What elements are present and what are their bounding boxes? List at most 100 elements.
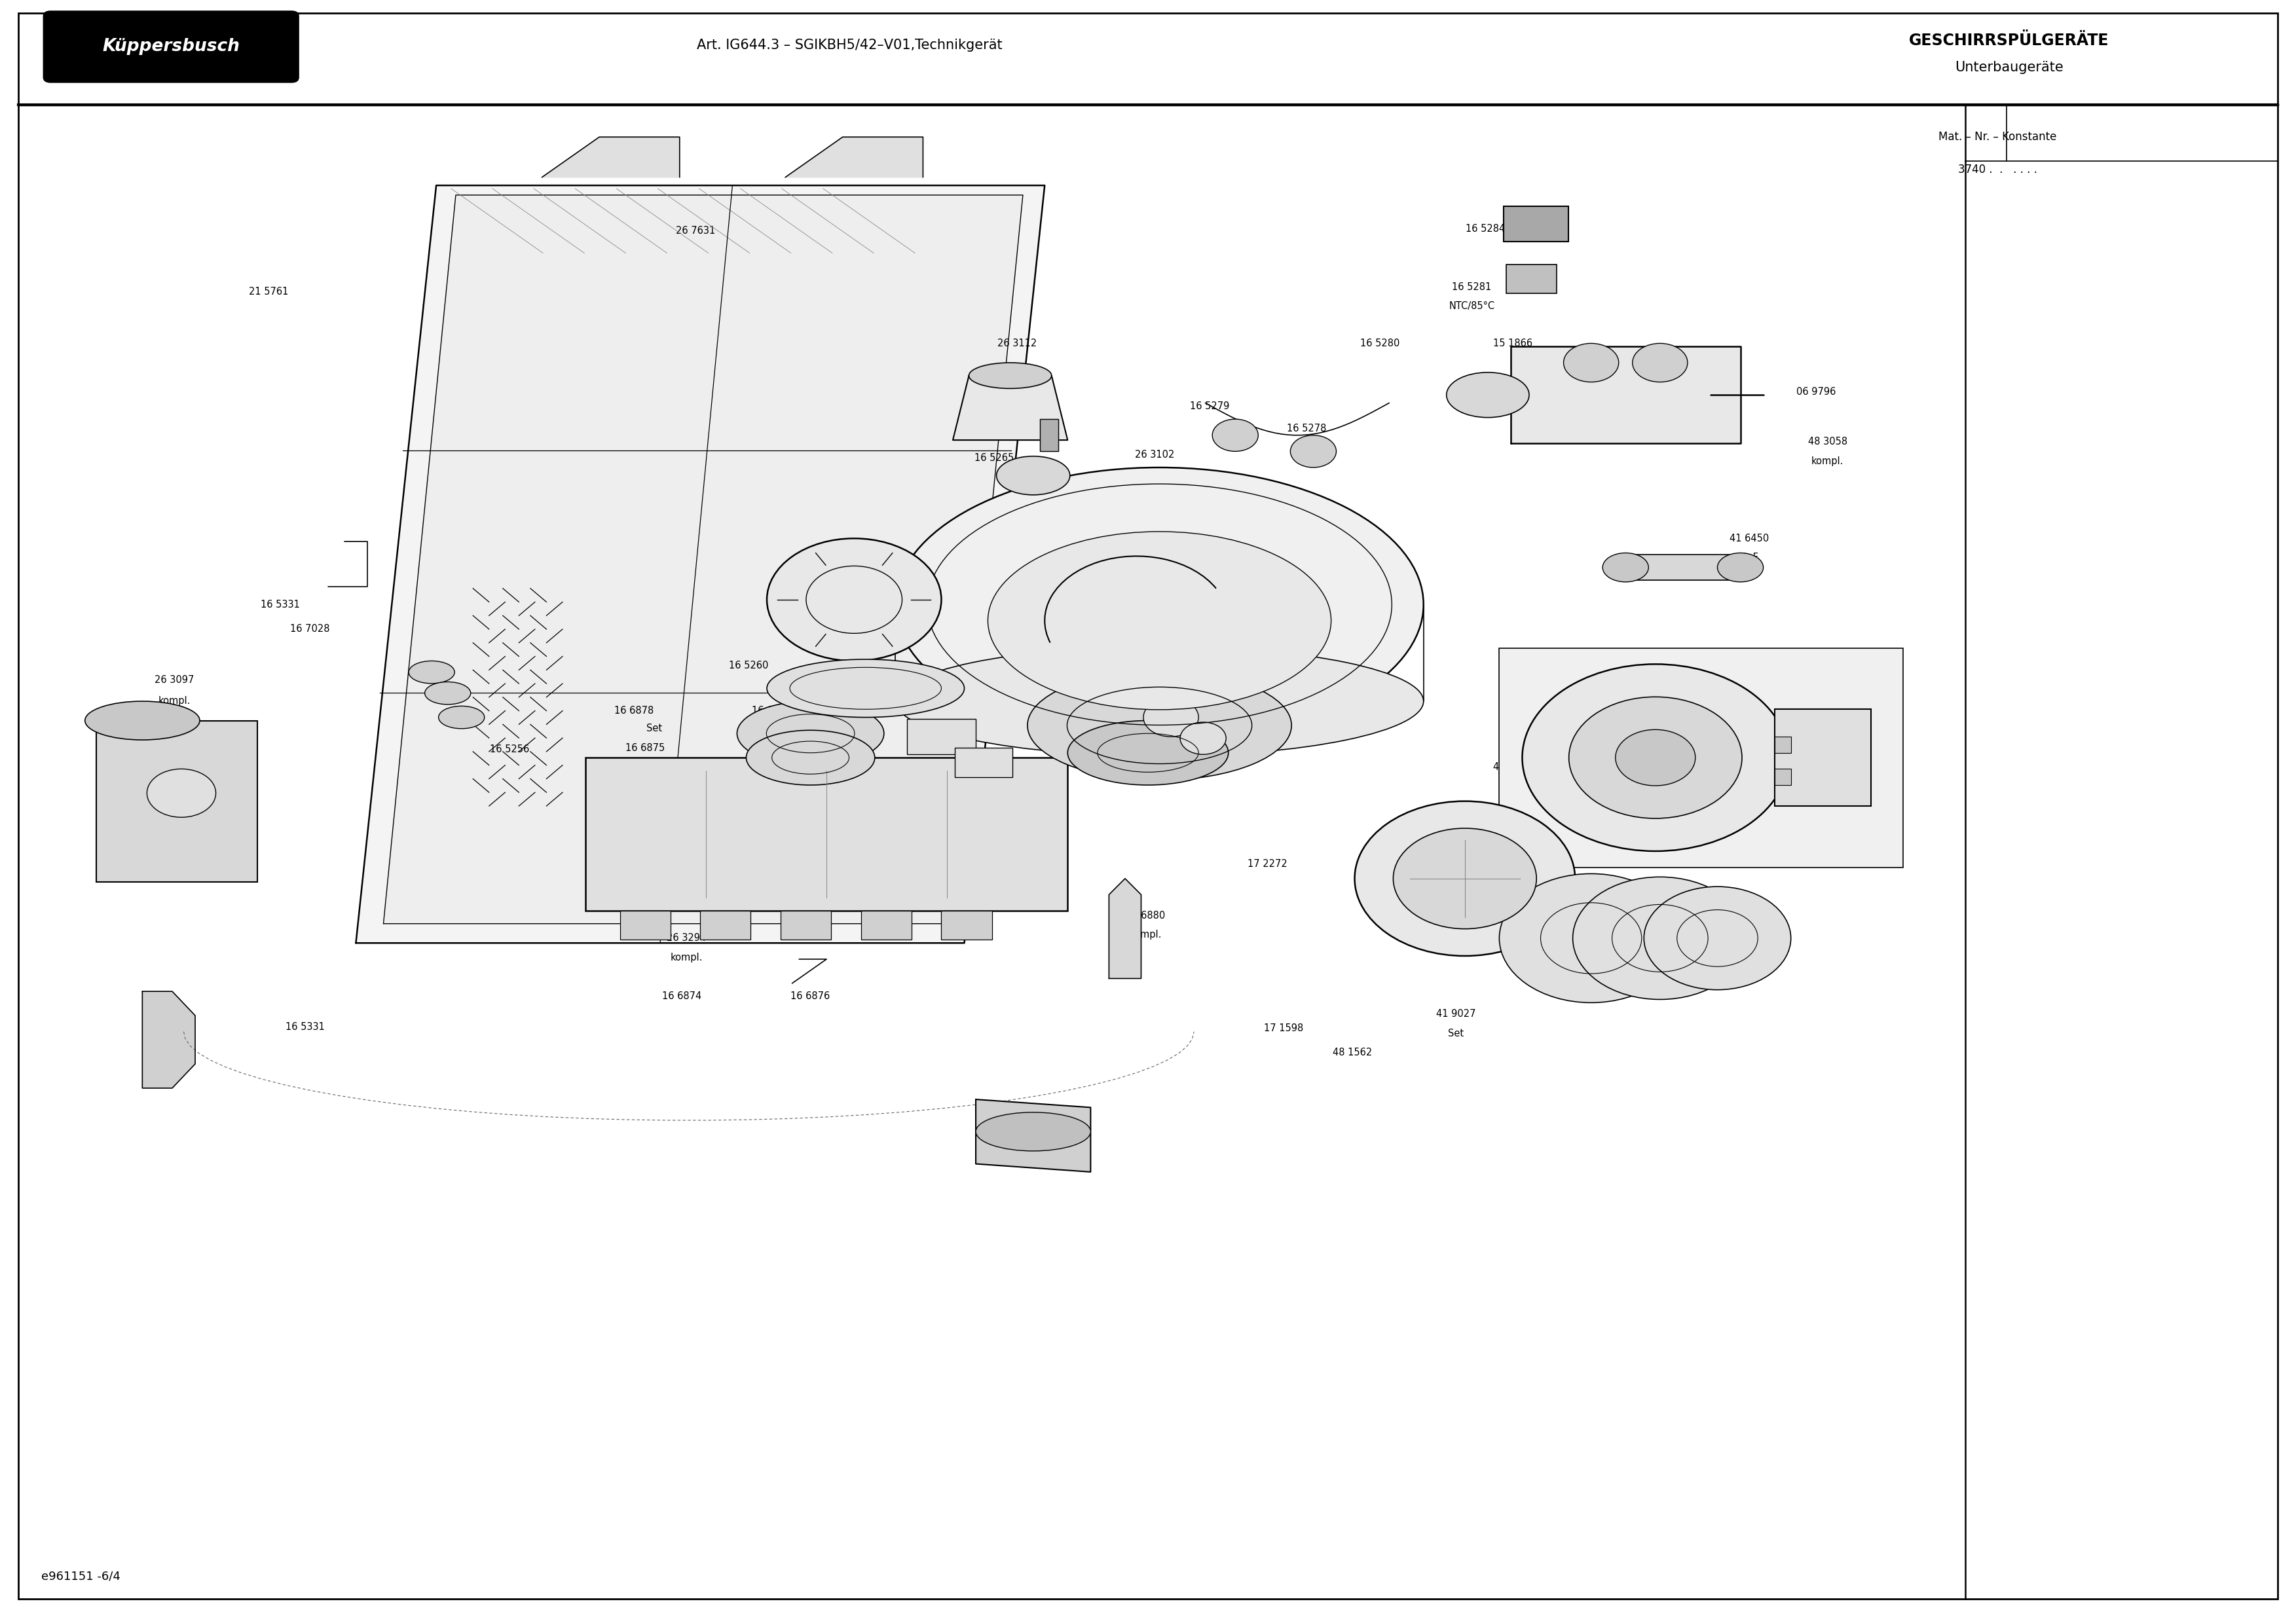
Text: 26 3102: 26 3102 xyxy=(1134,450,1176,459)
Ellipse shape xyxy=(746,730,875,785)
Circle shape xyxy=(1499,874,1683,1003)
Text: 21 5761: 21 5761 xyxy=(248,287,289,297)
Bar xyxy=(1499,648,1903,867)
Text: 26 7631: 26 7631 xyxy=(675,226,716,235)
Text: 17 1596: 17 1596 xyxy=(1681,891,1722,901)
Text: 15 1866: 15 1866 xyxy=(1492,339,1534,348)
Text: 16 5261: 16 5261 xyxy=(1146,753,1187,762)
Circle shape xyxy=(1568,696,1743,819)
Text: kompl.: kompl. xyxy=(1150,772,1182,782)
Circle shape xyxy=(1143,698,1199,737)
Ellipse shape xyxy=(895,646,1424,756)
Ellipse shape xyxy=(895,467,1424,742)
Text: GESCHIRRSPÜLGERÄTE: GESCHIRRSPÜLGERÄTE xyxy=(1908,32,2110,48)
Text: 3740 .  .   . . . .: 3740 . . . . . . xyxy=(1958,163,2037,176)
Text: 16 5331: 16 5331 xyxy=(259,600,301,609)
Polygon shape xyxy=(356,185,1045,943)
Ellipse shape xyxy=(987,532,1332,709)
Polygon shape xyxy=(1626,555,1740,580)
Text: 16 5279: 16 5279 xyxy=(1189,401,1231,411)
Text: 16 5280: 16 5280 xyxy=(1359,339,1401,348)
Text: 48 0748: 48 0748 xyxy=(117,771,158,780)
Circle shape xyxy=(1632,343,1688,382)
Bar xyxy=(1775,769,1791,785)
Circle shape xyxy=(1616,730,1694,785)
Text: 29 8556: 29 8556 xyxy=(1006,1107,1047,1117)
Text: 16 6879: 16 6879 xyxy=(751,706,792,716)
Text: 48 1562: 48 1562 xyxy=(1332,1048,1373,1057)
Text: 48 1563: 48 1563 xyxy=(1492,762,1534,772)
Bar xyxy=(861,911,912,940)
Text: 16 6878: 16 6878 xyxy=(613,706,654,716)
Text: 17 2272: 17 2272 xyxy=(1247,859,1288,869)
Text: NTC/85°C: NTC/85°C xyxy=(1449,301,1495,311)
Bar xyxy=(620,911,670,940)
Text: 26 3294: 26 3294 xyxy=(666,933,707,943)
Text: 16 6876: 16 6876 xyxy=(790,991,831,1001)
Text: 16 5256: 16 5256 xyxy=(489,745,530,754)
Ellipse shape xyxy=(409,661,455,683)
Polygon shape xyxy=(142,991,195,1088)
Polygon shape xyxy=(383,195,1024,924)
Text: 16 5265: 16 5265 xyxy=(974,453,1015,463)
Text: 16 6880: 16 6880 xyxy=(1125,911,1166,920)
Text: 41 9027: 41 9027 xyxy=(1435,1009,1476,1019)
Ellipse shape xyxy=(996,456,1070,495)
Bar xyxy=(1504,206,1568,242)
Text: 06 9796: 06 9796 xyxy=(1795,387,1837,397)
Text: 17 1681: 17 1681 xyxy=(1084,513,1125,522)
Text: 17 1596: 17 1596 xyxy=(1536,725,1577,735)
Text: Unterbaugeräte: Unterbaugeräte xyxy=(1954,61,2064,74)
Text: 16 6875: 16 6875 xyxy=(625,743,666,753)
Ellipse shape xyxy=(439,706,484,729)
Ellipse shape xyxy=(85,701,200,740)
Text: kompl.: kompl. xyxy=(1812,456,1844,466)
Text: 26 3112: 26 3112 xyxy=(996,339,1038,348)
Polygon shape xyxy=(1511,347,1740,443)
Text: kompl.: kompl. xyxy=(670,953,703,962)
Circle shape xyxy=(1212,419,1258,451)
Polygon shape xyxy=(542,137,680,177)
Text: 41 6450: 41 6450 xyxy=(1729,534,1770,543)
Text: 26 7774: 26 7774 xyxy=(1297,659,1339,669)
Ellipse shape xyxy=(1026,671,1290,780)
Text: 16 7028: 16 7028 xyxy=(289,624,331,634)
Text: kompl.: kompl. xyxy=(1130,930,1162,940)
Text: 26 3097: 26 3097 xyxy=(154,675,195,685)
Text: Set: Set xyxy=(1449,1028,1463,1038)
Text: 16 7241: 16 7241 xyxy=(1047,582,1088,592)
Bar xyxy=(1506,264,1557,293)
Text: 16 5262: 16 5262 xyxy=(1155,730,1196,740)
Polygon shape xyxy=(1040,419,1058,451)
Text: 16 5284: 16 5284 xyxy=(1465,224,1506,234)
Text: kompl.: kompl. xyxy=(158,696,191,706)
Polygon shape xyxy=(785,137,923,177)
Circle shape xyxy=(1564,343,1619,382)
Polygon shape xyxy=(976,1099,1091,1172)
Text: 26 3099: 26 3099 xyxy=(214,725,255,735)
Ellipse shape xyxy=(425,682,471,704)
Text: 48 8191: 48 8191 xyxy=(1782,661,1823,671)
Text: Art. IG644.3 – SGIKBH5/42–V01,Technikgerät: Art. IG644.3 – SGIKBH5/42–V01,Technikger… xyxy=(696,39,1003,52)
Text: 16 5263: 16 5263 xyxy=(928,732,969,742)
Ellipse shape xyxy=(976,1112,1091,1151)
Text: Set: Set xyxy=(647,724,661,733)
Text: 17 1598: 17 1598 xyxy=(1263,1024,1304,1033)
Circle shape xyxy=(1290,435,1336,467)
Text: 16 5281: 16 5281 xyxy=(1451,282,1492,292)
Circle shape xyxy=(1644,887,1791,990)
Bar xyxy=(1775,737,1791,753)
Text: Mat. – Nr. – Konstante: Mat. – Nr. – Konstante xyxy=(1938,131,2057,143)
Polygon shape xyxy=(1109,879,1141,978)
Bar xyxy=(585,758,1068,911)
Text: kompl.: kompl. xyxy=(122,790,154,800)
Bar xyxy=(941,911,992,940)
Circle shape xyxy=(1180,722,1226,754)
Bar xyxy=(700,911,751,940)
Circle shape xyxy=(1394,829,1536,929)
Bar xyxy=(96,721,257,882)
Text: 16 5331: 16 5331 xyxy=(285,1022,326,1032)
Circle shape xyxy=(1522,664,1789,851)
Polygon shape xyxy=(953,376,1068,440)
Bar xyxy=(781,911,831,940)
